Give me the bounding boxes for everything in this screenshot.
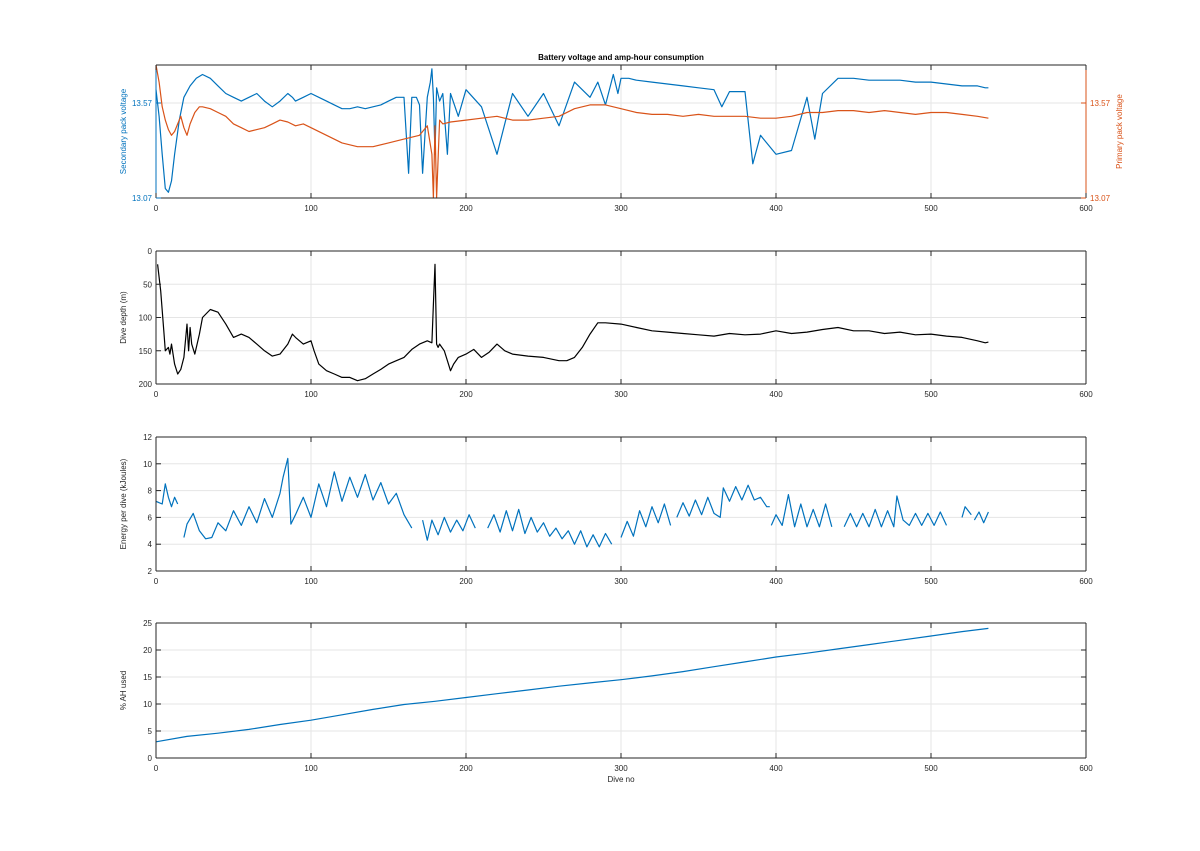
y-tick-label: 15 [143, 673, 152, 682]
x-tick-label: 200 [459, 577, 473, 586]
x-tick-label: 300 [614, 764, 628, 773]
y-tick-label: 8 [148, 487, 153, 496]
y-tick-label: 0 [148, 247, 153, 256]
y-tick-label: 10 [143, 460, 152, 469]
x-tick-label: 300 [614, 204, 628, 213]
series-line-2 [155, 64, 989, 199]
x-tick-label: 600 [1079, 390, 1093, 399]
x-tick-label: 200 [459, 204, 473, 213]
x-tick-label: 500 [924, 204, 938, 213]
chart-panel-2: 0 100 200 300 400 500 600 0 50 100 150 200 Dive dept… [119, 247, 1093, 399]
y-tick-label: 100 [139, 314, 153, 323]
series-line-1 [155, 68, 989, 193]
y-axis-label-right: Primary pack voltage [1115, 94, 1124, 169]
x-tick-label: 600 [1079, 764, 1093, 773]
x-tick-label: 400 [769, 204, 783, 213]
y-axis-label: Secondary pack voltage [119, 88, 128, 174]
x-tick-label: 400 [769, 390, 783, 399]
y-axis-label: % AH used [119, 671, 128, 711]
x-tick-label: 600 [1079, 577, 1093, 586]
x-tick-label: 200 [459, 390, 473, 399]
series-line-3 [422, 514, 476, 541]
chart-panel-3: 0 100 200 300 400 500 600 2 4 6 8 10 12 Energy per di… [119, 433, 1093, 586]
series-line-6 [676, 484, 770, 519]
series-line-2 [183, 457, 413, 540]
y-tick-label: 25 [143, 619, 152, 628]
y-tick-label: 12 [143, 433, 152, 442]
x-tick-label: 0 [154, 204, 159, 213]
y-axis-label: Dive depth (m) [119, 291, 128, 344]
y-tick-label: 150 [139, 347, 153, 356]
series-line-5 [620, 503, 672, 538]
y-tick-label: 5 [148, 727, 153, 736]
y-tick-label: 0 [148, 754, 153, 763]
x-tick-label: 100 [304, 764, 318, 773]
y-tick-label: 6 [148, 513, 153, 522]
x-tick-label: 100 [304, 577, 318, 586]
series-line-10 [973, 511, 989, 524]
series-line-1 [155, 483, 179, 508]
y-tick-label-right: 13.07 [1090, 194, 1111, 203]
y-tick-label: 200 [139, 380, 153, 389]
series-line-7 [770, 494, 833, 528]
chart-panel-4: 0 100 200 300 400 500 600 0 5 10 15 20 25 % AH used Di… [119, 619, 1093, 784]
x-tick-label: 500 [924, 577, 938, 586]
y-tick-label: 20 [143, 646, 152, 655]
x-tick-label: 300 [614, 577, 628, 586]
x-tick-label: 400 [769, 577, 783, 586]
x-tick-label: 400 [769, 764, 783, 773]
series-line-1 [157, 263, 989, 382]
y-tick-label: 50 [143, 280, 152, 289]
x-tick-label: 100 [304, 204, 318, 213]
x-tick-label: 300 [614, 390, 628, 399]
chart-panel-1: 0 100 200 300 400 500 60013.0713.5713.0713.57B… [119, 53, 1124, 213]
y-axis-label: Energy per dive (kJoules) [119, 458, 128, 549]
series-line-9 [961, 506, 972, 518]
y-tick-label: 4 [148, 540, 153, 549]
y-tick-label: 13.07 [132, 194, 153, 203]
y-tick-label-right: 13.57 [1090, 99, 1111, 108]
x-tick-label: 100 [304, 390, 318, 399]
y-tick-label: 10 [143, 700, 152, 709]
x-tick-label: 200 [459, 764, 473, 773]
series-line-8 [843, 495, 948, 528]
chart-title: Battery voltage and amp-hour consumption [538, 53, 704, 62]
y-tick-label: 13.57 [132, 99, 153, 108]
y-tick-label: 2 [148, 567, 153, 576]
series-line-4 [487, 508, 613, 548]
x-tick-label: 0 [154, 577, 159, 586]
x-tick-label: 500 [924, 764, 938, 773]
x-axis-label: Dive no [607, 775, 635, 784]
x-tick-label: 500 [924, 390, 938, 399]
x-tick-label: 0 [154, 764, 159, 773]
x-tick-label: 600 [1079, 204, 1093, 213]
series-line-1 [155, 627, 989, 743]
x-tick-label: 0 [154, 390, 159, 399]
